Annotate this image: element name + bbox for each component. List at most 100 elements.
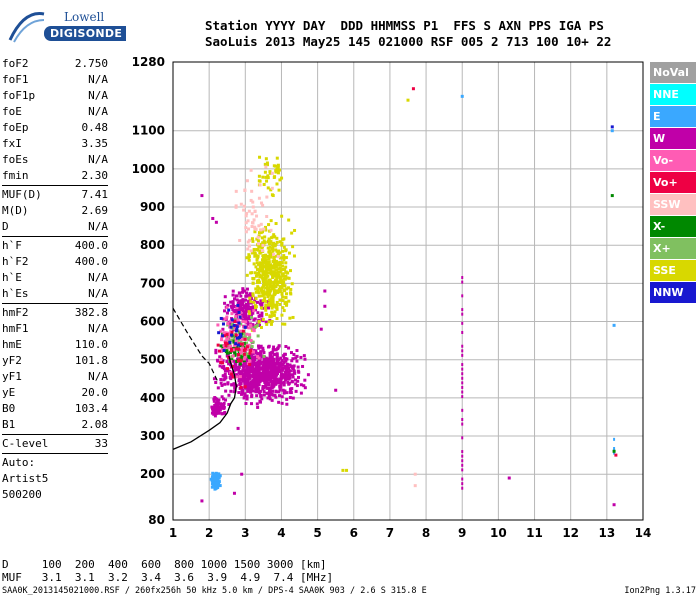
data-point bbox=[248, 365, 252, 369]
data-point bbox=[250, 310, 254, 314]
data-point bbox=[247, 326, 251, 330]
data-point bbox=[222, 348, 226, 352]
data-point bbox=[299, 355, 303, 359]
data-point bbox=[263, 265, 267, 269]
data-point bbox=[260, 261, 264, 265]
legend-item: Vo- bbox=[650, 150, 696, 171]
data-point bbox=[229, 359, 233, 363]
data-point bbox=[257, 269, 261, 273]
data-point bbox=[267, 237, 271, 241]
data-point bbox=[287, 346, 291, 350]
data-point bbox=[212, 483, 216, 487]
param-value: N/A bbox=[88, 153, 108, 166]
data-point bbox=[244, 312, 248, 316]
trace-point bbox=[461, 395, 464, 399]
vertical-trace bbox=[461, 276, 464, 490]
data-point bbox=[244, 304, 248, 308]
data-point bbox=[280, 313, 284, 317]
data-point bbox=[277, 287, 281, 291]
data-point bbox=[290, 380, 294, 384]
data-point bbox=[247, 310, 251, 314]
data-point bbox=[212, 397, 216, 401]
data-point bbox=[269, 228, 273, 232]
data-point bbox=[243, 355, 247, 359]
data-point bbox=[285, 287, 289, 291]
data-point bbox=[266, 370, 270, 374]
data-point bbox=[237, 321, 241, 325]
data-point bbox=[252, 247, 256, 251]
data-point bbox=[239, 202, 243, 206]
data-point bbox=[288, 269, 292, 273]
data-point bbox=[228, 340, 232, 344]
data-point bbox=[277, 273, 281, 277]
trace-point bbox=[461, 312, 464, 316]
trace-point bbox=[461, 349, 464, 353]
data-point bbox=[252, 218, 256, 222]
data-point bbox=[257, 294, 261, 298]
data-point bbox=[240, 370, 244, 374]
trace-point bbox=[613, 437, 616, 441]
data-point bbox=[273, 262, 277, 266]
data-point bbox=[290, 282, 294, 286]
data-point bbox=[261, 346, 265, 350]
data-point bbox=[255, 261, 259, 265]
data-point bbox=[270, 294, 274, 298]
data-point bbox=[259, 261, 263, 265]
data-point bbox=[269, 297, 273, 301]
data-point bbox=[251, 323, 255, 327]
param-value: 7.41 bbox=[81, 188, 109, 201]
trace-point bbox=[461, 436, 464, 440]
data-point bbox=[240, 306, 244, 310]
data-point bbox=[263, 170, 267, 174]
data-point bbox=[220, 349, 224, 353]
data-point bbox=[288, 387, 292, 391]
data-point bbox=[219, 361, 223, 365]
param-value: 2.30 bbox=[81, 169, 109, 182]
data-point bbox=[280, 376, 284, 380]
data-point bbox=[277, 281, 281, 285]
data-point bbox=[234, 362, 238, 366]
data-point bbox=[285, 370, 289, 374]
data-point bbox=[244, 294, 248, 298]
trace-point bbox=[461, 367, 464, 371]
data-point bbox=[220, 395, 224, 399]
logo-lowell-text: Lowell bbox=[64, 10, 105, 24]
data-point bbox=[285, 391, 289, 395]
data-point bbox=[235, 328, 239, 332]
param-name: B0 bbox=[2, 402, 16, 415]
data-point bbox=[216, 486, 220, 490]
data-point bbox=[211, 407, 215, 411]
param-row: foE N/A bbox=[2, 104, 108, 120]
legend-label: NoVal bbox=[653, 66, 689, 79]
data-point bbox=[271, 380, 275, 384]
param-row: fmin 2.30 bbox=[2, 168, 108, 184]
data-point bbox=[253, 271, 257, 275]
data-point bbox=[272, 357, 276, 361]
data-point bbox=[264, 175, 268, 179]
data-point bbox=[221, 322, 225, 326]
data-point bbox=[237, 358, 241, 362]
data-point bbox=[283, 322, 287, 326]
data-point bbox=[254, 287, 258, 291]
data-point bbox=[246, 375, 250, 379]
param-row: B1 2.08 bbox=[2, 417, 108, 433]
data-point bbox=[237, 365, 241, 369]
data-point bbox=[269, 378, 273, 382]
data-point bbox=[281, 306, 285, 310]
data-point bbox=[239, 294, 243, 298]
data-point bbox=[224, 398, 228, 402]
data-point bbox=[269, 269, 273, 273]
trace-point bbox=[461, 459, 464, 463]
data-point bbox=[241, 377, 245, 381]
param-row: foEs N/A bbox=[2, 152, 108, 168]
data-point bbox=[275, 280, 279, 284]
data-point bbox=[275, 356, 279, 360]
data-point bbox=[233, 297, 237, 301]
data-point bbox=[247, 382, 251, 386]
data-point bbox=[248, 351, 252, 355]
isolated-point bbox=[211, 216, 215, 220]
data-point bbox=[218, 474, 222, 478]
data-point bbox=[274, 285, 278, 289]
data-point bbox=[247, 209, 251, 213]
data-point bbox=[256, 254, 260, 258]
